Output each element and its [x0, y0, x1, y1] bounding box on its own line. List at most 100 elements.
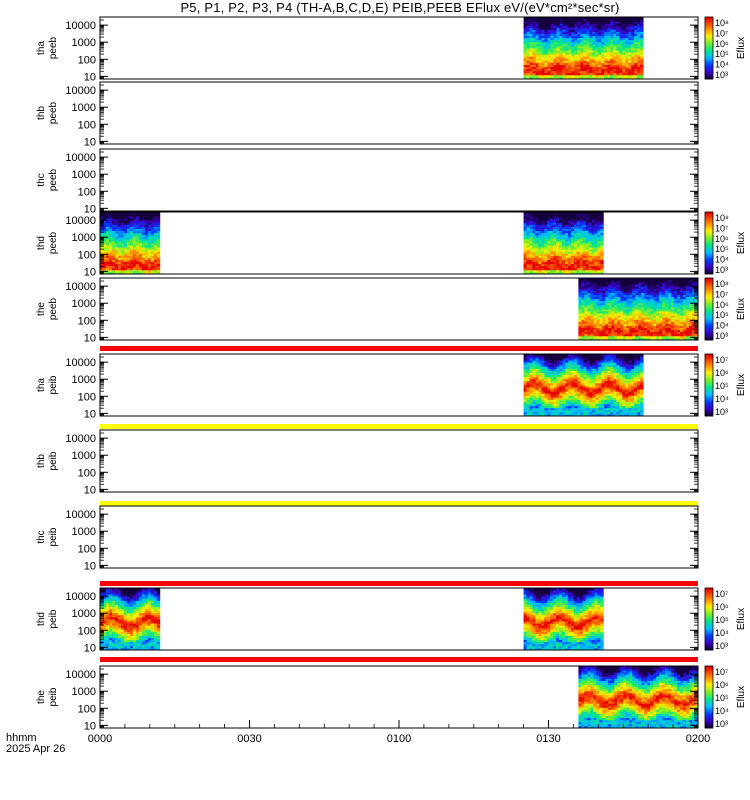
spectrogram-cell [559, 405, 563, 409]
spectrogram-cell [108, 265, 113, 269]
colorbar-cell [705, 282, 713, 285]
spectrogram-cell [584, 335, 588, 339]
spectrogram-cell [583, 41, 587, 45]
spectrogram-cell [594, 212, 598, 215]
spectrogram-cell [574, 399, 578, 402]
colorbar-cell [705, 326, 713, 328]
colorbar-cell [705, 298, 713, 301]
spectrogram-cell [100, 257, 104, 260]
spectrogram-cell [583, 48, 587, 51]
spectrogram-cell [596, 278, 600, 281]
spectrogram-cell [526, 39, 530, 43]
colorbar-cell [705, 54, 713, 57]
spectrogram-cell [659, 292, 663, 295]
spectrogram-cell [583, 37, 587, 41]
spectrogram-cell [656, 319, 660, 322]
spectrogram-cell [571, 25, 575, 28]
spectrogram-cell [607, 41, 611, 45]
spectrogram-cell [144, 240, 149, 244]
spectrogram-cell [591, 222, 595, 225]
spectrogram-cell [625, 60, 629, 63]
spectrogram-cell [538, 360, 542, 363]
spectrogram-cell [628, 62, 632, 65]
spectrogram-cell [617, 335, 621, 339]
spectrogram-cell [576, 245, 581, 248]
spectrogram-cell [544, 37, 548, 41]
spectrogram-cell [590, 315, 594, 318]
spectrogram-cell [141, 255, 146, 258]
spectrogram-cell [117, 238, 122, 242]
spectrogram-cell [587, 323, 591, 326]
spectrogram-cell [614, 278, 618, 281]
spectrogram-cell [562, 23, 566, 26]
spectrogram-cell [662, 300, 666, 304]
spectrogram-cell [561, 247, 566, 250]
spectrogram-cell [153, 222, 158, 225]
spectrogram-cell [532, 222, 536, 225]
spectrogram-cell [591, 236, 595, 240]
spectrogram-cell [547, 39, 551, 43]
spectrogram-cell [117, 261, 122, 265]
spectrogram-cell [613, 39, 617, 43]
spectrogram-cell [574, 411, 578, 415]
spectrogram-cell [138, 232, 143, 236]
spectrogram-cell [574, 370, 578, 373]
spectrogram-cell [611, 304, 615, 308]
spectrogram-cell [550, 48, 554, 51]
spectrogram-cell [626, 317, 630, 320]
spectrogram-cell [689, 311, 693, 314]
spectrogram-cell [613, 37, 617, 41]
spectrogram-cell [541, 29, 545, 32]
spectrogram-cell [579, 240, 584, 244]
spectrogram-cell [635, 298, 639, 302]
y-tick-label: 10000 [65, 281, 96, 293]
spectrogram-cell [596, 327, 600, 331]
spectrogram-cell [692, 323, 696, 326]
spectrogram-cell [580, 395, 584, 398]
spectrogram-cell [576, 216, 581, 219]
spectrogram-cell [634, 45, 638, 49]
spectrogram-cell [544, 39, 548, 43]
spectrogram-cell [570, 257, 575, 260]
spectrogram-cell [598, 31, 602, 34]
spectrogram-cell [680, 302, 684, 306]
spectrogram-cell [105, 228, 110, 231]
spectrogram-cell [608, 294, 612, 297]
spectrogram-cell [526, 228, 530, 231]
spectrogram-cell [668, 300, 672, 304]
spectrogram-cell [692, 278, 696, 281]
spectrogram-cell [114, 249, 119, 252]
spectrogram-cell [559, 399, 563, 402]
spectrogram-cell [535, 35, 539, 39]
y-tick-label: 10000 [65, 152, 96, 164]
spectrogram-cell [574, 409, 578, 413]
spectrogram-cell [604, 39, 608, 43]
spectrogram-cell [587, 294, 591, 297]
spectrogram-cell [641, 278, 645, 281]
spectrogram-cell [547, 407, 551, 411]
spectrogram-cell [598, 50, 602, 53]
spectrogram-block [523, 17, 644, 80]
spectrogram-cell [553, 60, 557, 63]
spectrogram-cell [590, 311, 594, 314]
colorbar-cell [705, 225, 713, 228]
spectrogram-cell [568, 387, 572, 390]
spectrogram-cell [577, 395, 581, 398]
spectrogram-cell [622, 35, 626, 39]
spectrogram-cell [541, 216, 545, 219]
spectrogram-cell [600, 257, 604, 260]
spectrogram-cell [634, 43, 638, 47]
spectrogram-cell [532, 76, 536, 80]
spectrogram-cell [117, 255, 122, 258]
spectrogram-cell [529, 72, 533, 76]
spectrogram-cell [614, 327, 618, 331]
spectrogram-cell [105, 234, 110, 238]
spectrogram-cell [141, 265, 146, 269]
spectrogram-cell [597, 222, 601, 225]
spectrogram-cell [129, 220, 134, 223]
spectrogram-cell [610, 29, 614, 32]
spectrogram-cell [541, 411, 545, 415]
spectrogram-cell [586, 387, 590, 390]
spectrogram-cell [586, 54, 590, 57]
spectrogram-cell [632, 294, 636, 297]
